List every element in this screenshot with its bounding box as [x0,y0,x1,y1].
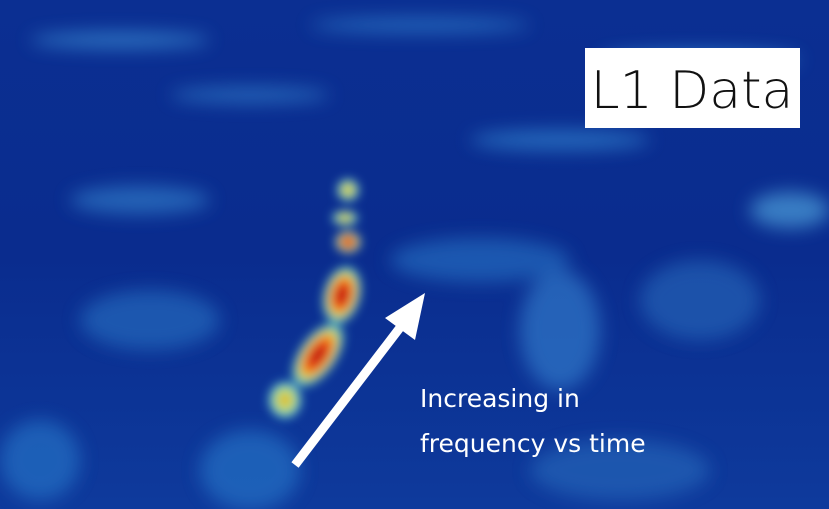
noise-blobs [0,18,829,509]
arrow [291,293,425,468]
annotation-line: frequency vs time [420,429,646,458]
annotation-line: Increasing in [420,384,580,413]
chirp-signal [267,178,364,420]
label: L1 Data [591,61,794,121]
label-box [585,48,800,128]
